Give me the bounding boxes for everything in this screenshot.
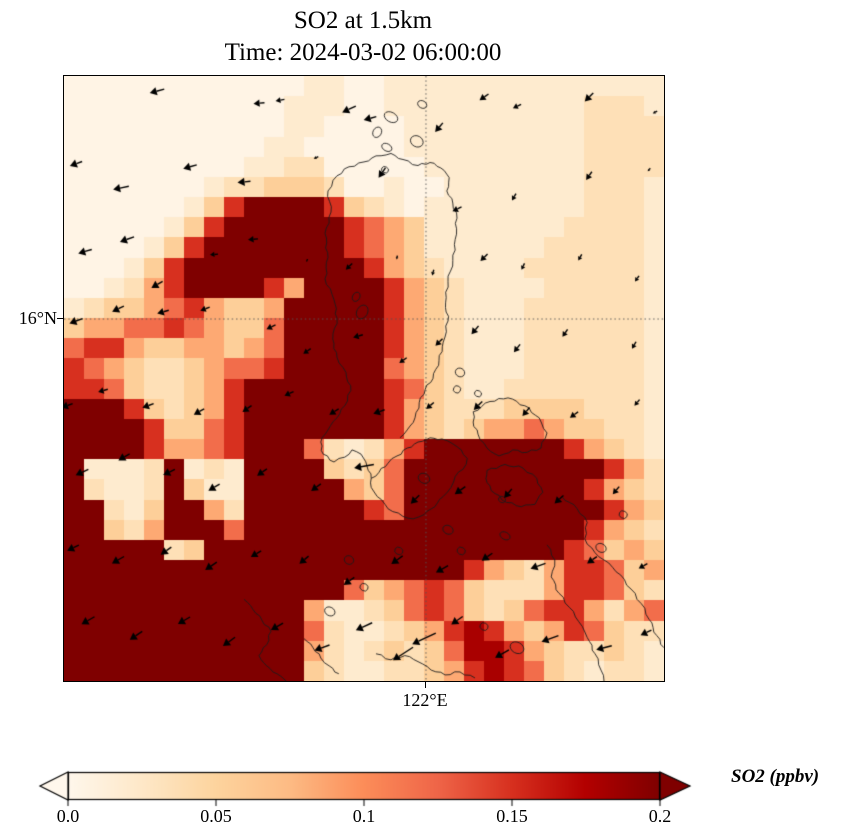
map-axes — [63, 75, 665, 682]
x-tick-label: 122°E — [402, 690, 448, 710]
chart-title: SO2 at 1.5km — [293, 7, 433, 34]
map-canvas — [64, 76, 664, 681]
y-tick-label: 16°N — [18, 308, 57, 328]
colorbar-tick-label: 0.2 — [648, 806, 672, 826]
colorbar-label: SO2 (ppbv) — [731, 766, 820, 787]
y-axis-tick — [57, 317, 64, 319]
colorbar-tick-label: 0.1 — [352, 806, 376, 826]
colorbar-tick-label: 0.0 — [56, 806, 80, 826]
colorbar-tick-label: 0.05 — [200, 806, 232, 826]
colorbar-tick-label: 0.15 — [496, 806, 528, 826]
chart-subtitle: Time: 2024-03-02 06:00:00 — [224, 39, 502, 66]
colorbar — [38, 770, 698, 810]
x-axis-tick — [424, 681, 426, 688]
